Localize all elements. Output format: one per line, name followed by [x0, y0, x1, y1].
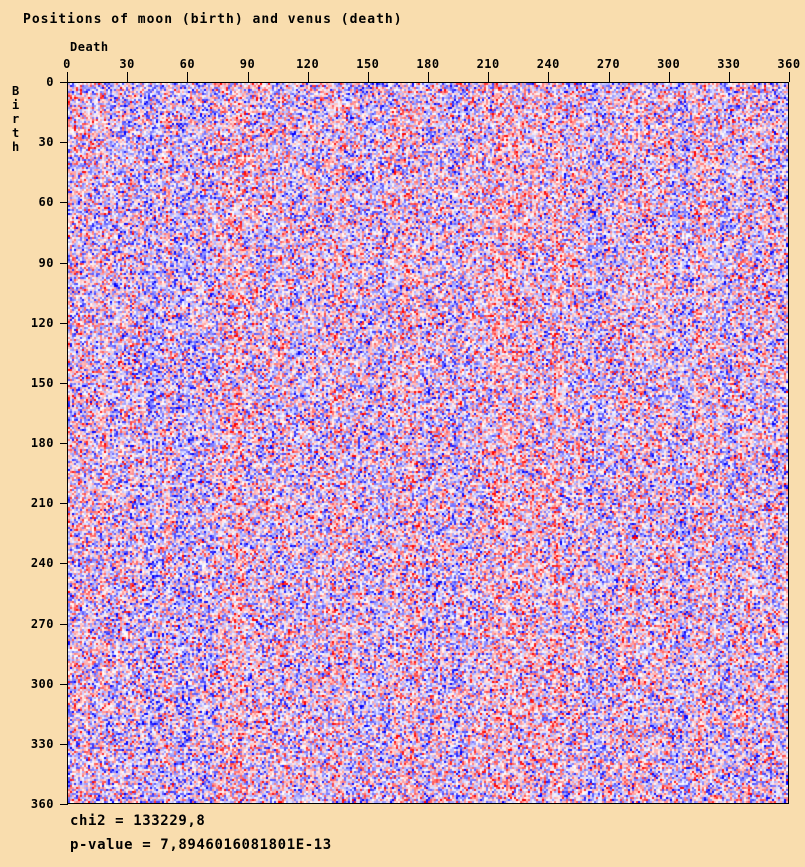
chi2-statistic: chi2 = 133229,8 — [70, 813, 206, 829]
y-tick-label-60: 60 — [38, 195, 54, 210]
y-tick-label-270: 270 — [30, 616, 54, 631]
x-tick-mark-120 — [308, 72, 309, 82]
x-tick-label-120: 120 — [296, 57, 320, 71]
y-tick-label-30: 30 — [38, 135, 54, 150]
y-tick-label-330: 330 — [30, 736, 54, 751]
x-tick-label-30: 30 — [119, 57, 135, 71]
x-tick-label-90: 90 — [239, 57, 256, 71]
y-tick-label-360: 360 — [30, 797, 54, 811]
x-tick-mark-360 — [789, 72, 790, 82]
x-tick-mark-270 — [609, 72, 610, 82]
y-tick-mark-180 — [60, 443, 68, 444]
x-tick-label-330: 330 — [717, 57, 741, 71]
x-tick-mark-30 — [127, 72, 128, 82]
y-tick-mark-90 — [60, 263, 68, 264]
p-value-statistic: p-value = 7,8946016081801E-13 — [70, 837, 332, 853]
y-tick-label-210: 210 — [30, 496, 54, 511]
y-tick-mark-0 — [60, 82, 68, 83]
heatmap-canvas — [68, 83, 788, 803]
y-tick-mark-240 — [60, 563, 68, 564]
y-tick-mark-300 — [60, 684, 68, 685]
chart-title: Positions of moon (birth) and venus (dea… — [23, 12, 403, 27]
y-tick-label-0: 0 — [46, 75, 54, 89]
y-tick-mark-60 — [60, 202, 68, 203]
y-tick-label-120: 120 — [30, 315, 54, 330]
x-tick-mark-210 — [488, 72, 489, 82]
y-tick-label-90: 90 — [38, 255, 54, 270]
x-tick-mark-90 — [248, 72, 249, 82]
y-tick-mark-330 — [60, 744, 68, 745]
x-tick-mark-60 — [187, 72, 188, 82]
y-tick-mark-30 — [60, 142, 68, 143]
y-axis-title: Birth — [12, 84, 20, 154]
x-tick-label-150: 150 — [356, 57, 380, 71]
x-tick-label-300: 300 — [657, 57, 681, 71]
y-tick-label-240: 240 — [30, 556, 54, 571]
x-tick-label-180: 180 — [416, 57, 440, 71]
x-tick-label-60: 60 — [179, 57, 196, 71]
x-tick-mark-300 — [669, 72, 670, 82]
x-tick-mark-180 — [428, 72, 429, 82]
x-tick-label-270: 270 — [596, 57, 621, 71]
x-axis-title: Death — [70, 40, 109, 54]
x-tick-mark-0 — [67, 72, 68, 82]
x-tick-mark-150 — [368, 72, 369, 82]
y-tick-label-150: 150 — [30, 375, 54, 390]
y-tick-mark-210 — [60, 503, 68, 504]
y-tick-label-300: 300 — [30, 676, 54, 691]
y-tick-mark-150 — [60, 383, 68, 384]
y-tick-mark-120 — [60, 323, 68, 324]
plot-area — [67, 82, 789, 804]
y-tick-mark-360 — [60, 804, 68, 805]
y-tick-mark-270 — [60, 624, 68, 625]
x-tick-label-240: 240 — [536, 57, 560, 71]
x-tick-label-210: 210 — [476, 57, 500, 71]
x-tick-label-0: 0 — [63, 57, 71, 71]
x-tick-mark-330 — [729, 72, 730, 82]
y-tick-label-180: 180 — [30, 436, 54, 450]
x-tick-label-360: 360 — [777, 57, 801, 71]
x-tick-mark-240 — [548, 72, 549, 82]
